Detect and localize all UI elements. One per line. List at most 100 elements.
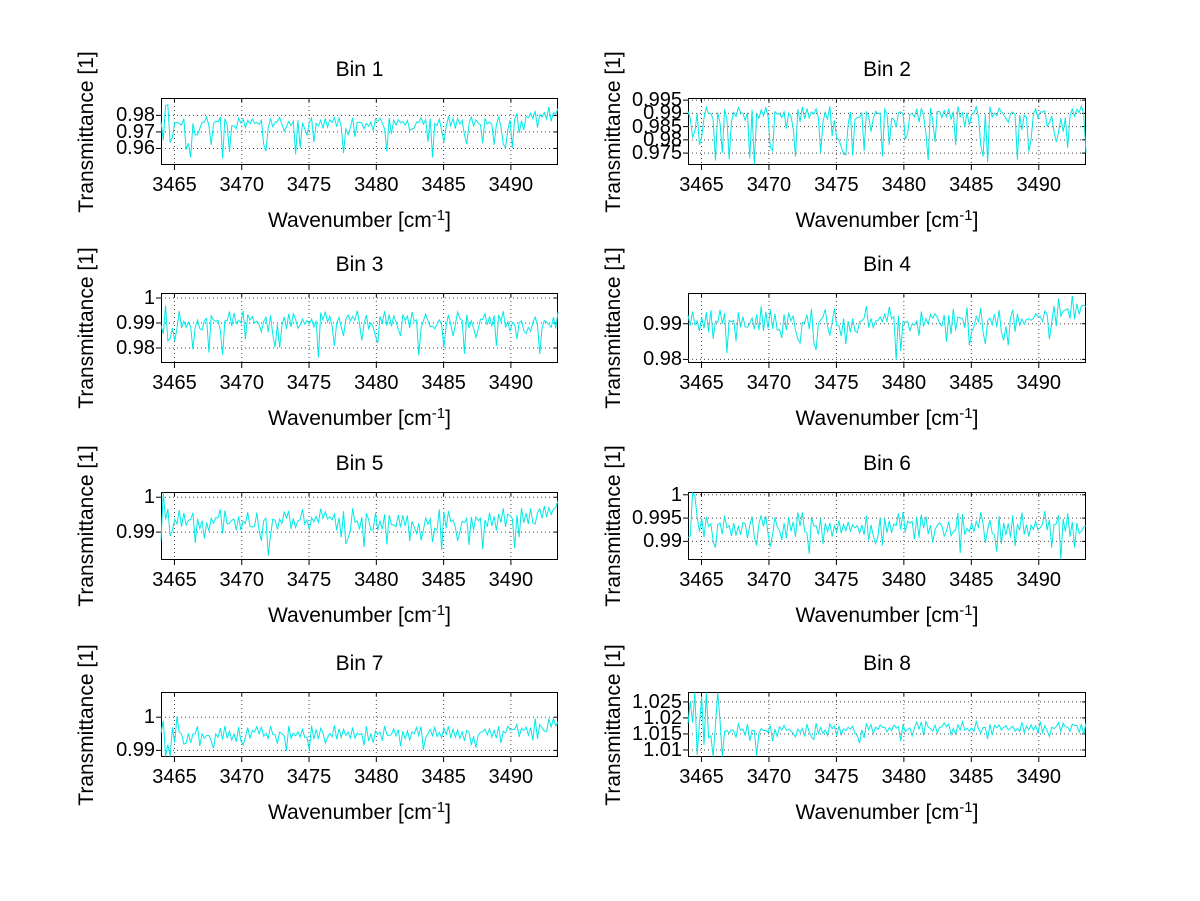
- plot-area: [688, 98, 1086, 165]
- x-axis-label: Wavenumber [cm-1]: [688, 207, 1086, 235]
- x-axis-label-bracket: ]: [445, 209, 451, 232]
- x-tick-label: 3480: [881, 766, 927, 788]
- x-axis-label: Wavenumber [cm-1]: [161, 602, 558, 630]
- x-tick-label: 3465: [679, 569, 724, 591]
- x-tick-label: 3480: [881, 372, 927, 394]
- plot-area: [161, 492, 558, 560]
- data-series-line: [160, 492, 559, 556]
- subplot-title: Bin 2: [863, 58, 911, 81]
- y-axis-label: Transmittance [1]: [602, 50, 625, 213]
- x-axis-label-text: Wavenumber [cm: [268, 604, 432, 627]
- x-tick-label: 3470: [219, 174, 264, 196]
- x-tick-label: 3475: [814, 766, 859, 788]
- data-series-line: [160, 305, 559, 358]
- subplot-title: Bin 3: [335, 253, 384, 276]
- x-tick-label: 3475: [814, 569, 859, 591]
- x-axis-label-text: Wavenumber [cm: [795, 407, 960, 430]
- y-tick-label: 0.985: [631, 115, 682, 138]
- x-tick-label: 3465: [152, 569, 197, 591]
- x-axis-label: Wavenumber [cm-1]: [161, 207, 558, 235]
- x-tick-label: 3485: [421, 766, 466, 788]
- y-tick-label: 0.98: [643, 348, 682, 371]
- y-axis-label: Transmittance [1]: [602, 643, 625, 806]
- x-axis-label-text: Wavenumber [cm: [268, 801, 432, 824]
- y-axis-label: Transmittance [1]: [75, 50, 98, 213]
- x-tick-label: 3485: [949, 372, 994, 394]
- y-tick-label: 0.98: [643, 128, 682, 151]
- x-tick-label: 3480: [354, 174, 399, 196]
- y-tick-label: 0.99: [116, 521, 155, 544]
- plot-area: [688, 692, 1086, 757]
- plot-svg: [683, 491, 1087, 565]
- plot-svg: [683, 692, 1087, 762]
- y-axis-label: Transmittance [1]: [602, 247, 625, 409]
- x-axis-label-exponent: -1: [959, 207, 973, 224]
- y-tick-label: 1: [143, 706, 155, 729]
- y-axis-label: Transmittance [1]: [602, 445, 625, 607]
- x-tick-label: 3475: [286, 372, 332, 394]
- y-tick-label: 1.015: [631, 722, 682, 745]
- x-tick-label: 3480: [881, 569, 927, 591]
- x-tick-label: 3480: [354, 372, 399, 394]
- x-axis-label-bracket: ]: [445, 407, 451, 430]
- x-tick-label: 3470: [219, 766, 264, 788]
- subplot-title: Bin 4: [863, 253, 911, 276]
- x-axis-label-bracket: ]: [972, 209, 979, 232]
- plot-area: [161, 98, 558, 165]
- x-axis-label-text: Wavenumber [cm: [795, 801, 960, 824]
- y-tick-label: 0.99: [643, 530, 682, 553]
- x-axis-label-bracket: ]: [972, 407, 979, 430]
- x-tick-label: 3485: [949, 174, 994, 196]
- x-tick-label: 3480: [354, 569, 399, 591]
- y-tick-label: 0.99: [116, 739, 155, 762]
- x-tick-label: 3470: [219, 372, 264, 394]
- plot-svg: [683, 293, 1087, 368]
- x-axis-label-text: Wavenumber [cm: [268, 407, 432, 430]
- y-tick-label: 1: [143, 486, 155, 509]
- plot-area: [688, 492, 1086, 560]
- x-tick-label: 3490: [488, 174, 534, 196]
- data-series-line: [687, 692, 1087, 757]
- y-tick-label: 0.96: [116, 137, 155, 160]
- x-tick-label: 3465: [679, 174, 724, 196]
- x-axis-label-bracket: ]: [972, 801, 979, 824]
- x-tick-label: 3490: [1016, 174, 1062, 196]
- y-axis-label: Transmittance [1]: [75, 247, 98, 409]
- y-tick-label: 0.99: [643, 102, 682, 125]
- y-tick-label: 0.995: [631, 89, 682, 112]
- data-series-line: [687, 295, 1087, 360]
- x-axis-label: Wavenumber [cm-1]: [161, 799, 558, 827]
- data-series-line: [687, 491, 1087, 560]
- x-tick-label: 3470: [219, 569, 264, 591]
- x-tick-label: 3490: [488, 766, 534, 788]
- plot-svg: [683, 98, 1087, 170]
- x-tick-label: 3475: [814, 174, 859, 196]
- x-axis-label-text: Wavenumber [cm: [268, 209, 432, 232]
- y-tick-label: 0.99: [116, 312, 155, 334]
- subplot-title: Bin 5: [335, 452, 384, 475]
- x-axis-label: Wavenumber [cm-1]: [688, 602, 1086, 630]
- x-tick-label: 3465: [679, 372, 724, 394]
- x-tick-label: 3465: [152, 372, 197, 394]
- x-tick-label: 3475: [286, 569, 332, 591]
- x-axis-label-exponent: -1: [431, 207, 446, 224]
- y-tick-label: 1: [143, 287, 155, 309]
- x-axis-label-exponent: -1: [959, 405, 973, 422]
- y-tick-label: 1.01: [643, 738, 682, 761]
- plot-svg: [156, 492, 559, 565]
- x-tick-label: 3470: [746, 372, 792, 394]
- subplot-title: Bin 7: [335, 652, 384, 675]
- x-axis-label-exponent: -1: [959, 799, 973, 816]
- x-tick-label: 3470: [746, 569, 792, 591]
- x-axis-label-bracket: ]: [445, 801, 451, 824]
- x-tick-label: 3475: [814, 372, 859, 394]
- y-tick-label: 0.98: [116, 104, 155, 127]
- plot-area: [161, 293, 558, 363]
- data-series-line: [160, 104, 559, 159]
